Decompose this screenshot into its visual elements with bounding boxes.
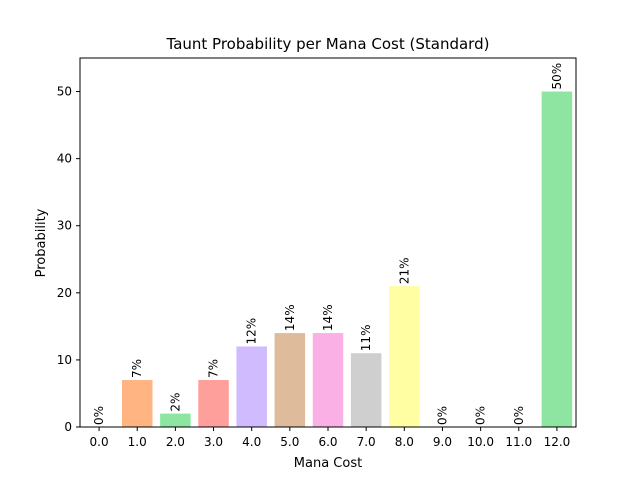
x-tick-label: 9.0 [433,435,452,449]
data-label: 12% [245,318,259,345]
bar-2.0 [160,413,191,427]
data-label: 21% [397,257,411,284]
data-label: 2% [168,393,182,412]
data-label: 14% [321,304,335,331]
data-label: 50% [550,63,564,90]
data-label: 0% [435,406,449,425]
x-tick-label: 2.0 [166,435,185,449]
ticks-layer: 0.0 1.0 2.0 3.0 4.0 5.0 6.0 7.0 8.0 9.0 10.0 11.0 12… [57,85,571,449]
x-tick-label: 7.0 [357,435,376,449]
x-tick-label: 8.0 [395,435,414,449]
data-label: 7% [207,359,221,378]
bar-1.0 [121,380,153,427]
x-axis-label: Mana Cost [294,456,362,471]
bar-8.0 [389,286,420,427]
y-tick-label: 10 [57,353,72,367]
bar-12.0 [541,91,573,427]
x-tick-label: 6.0 [318,435,337,449]
y-tick-label: 0 [64,420,72,434]
data-label: 0% [92,406,106,425]
bar-5.0 [274,333,306,427]
x-tick-label: 3.0 [204,435,223,449]
bar-7.0 [350,353,382,427]
y-tick-label: 40 [57,152,72,166]
chart-title: Taunt Probability per Mana Cost (Standar… [166,35,490,53]
x-tick-label: 1.0 [128,435,147,449]
y-tick-label: 50 [57,85,72,99]
y-tick-label: 30 [57,219,72,233]
plot-frame [79,57,577,428]
data-label: 7% [130,359,144,378]
x-tick-label: 12.0 [544,435,571,449]
x-tick-label: 0.0 [90,435,109,449]
data-label: 0% [474,406,488,425]
y-tick-label: 20 [57,286,72,300]
data-label: 11% [359,325,373,352]
bars-layer [121,91,573,427]
x-tick-label: 4.0 [242,435,261,449]
bar-3.0 [198,380,229,427]
bar-6.0 [312,333,344,427]
bar-4.0 [236,346,267,427]
x-tick-label: 10.0 [467,435,494,449]
data-labels-layer: 0% 7% 2% 7% 12% 14% 14% 11% 21% 0% 0% 0% 50% [92,63,564,425]
data-label: 0% [512,406,526,425]
x-tick-label: 5.0 [280,435,299,449]
y-axis-label: Probability [34,208,49,277]
x-tick-label: 11.0 [505,435,532,449]
data-label: 14% [283,304,297,331]
